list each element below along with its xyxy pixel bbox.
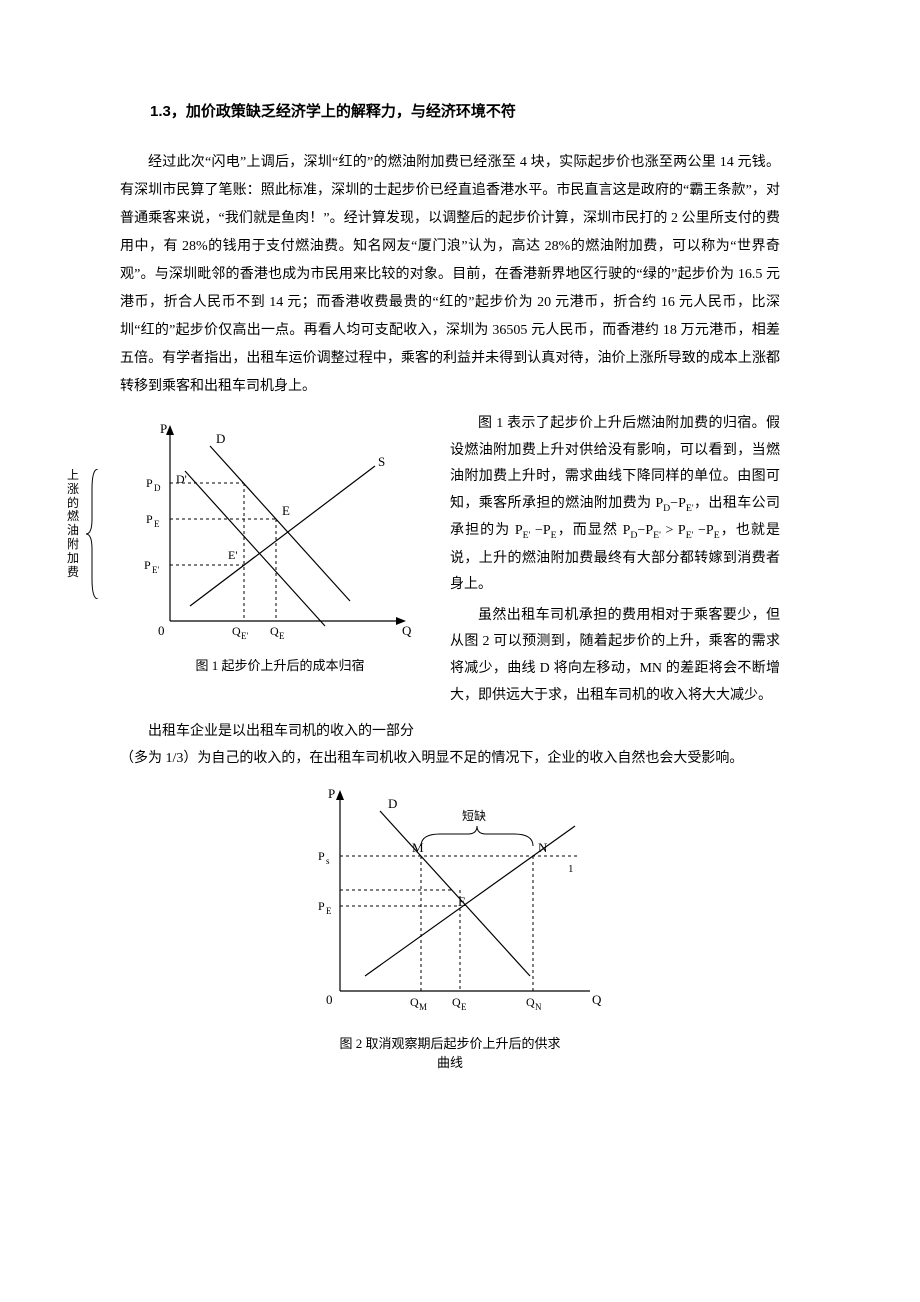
axis-origin: 0 (158, 623, 165, 638)
d2-label: D (388, 796, 397, 811)
side-para-1: 图 1 表示了起步价上升后燃油附加费的归宿。假设燃油附加费上升对供给没有影响，可… (450, 411, 780, 599)
after-chart-para: （多为 1/3）为自己的收入的，在出租车司机收入明显不足的情况下，企业的收入自然… (120, 746, 780, 773)
m-label: M (412, 840, 424, 855)
chart2-caption-l2: 曲线 (437, 1055, 463, 1070)
chart1-column: 上涨的燃油附加费 P Q 0 D S E E' D' (120, 411, 440, 674)
chart2-caption: 图 2 取消观察期后起步价上升后的供求 曲线 (280, 1035, 620, 1071)
svg-text:E: E (279, 631, 285, 641)
axis2-p: P (328, 786, 335, 801)
e2-label: E (458, 894, 466, 909)
d-label: D (216, 431, 225, 446)
side-para-2: 虽然出租车司机承担的费用相对于乘客要少，但从图 2 可以预测到，随着起步价的上升… (450, 603, 780, 709)
svg-text:1: 1 (568, 863, 574, 875)
svg-text:P: P (318, 899, 325, 913)
chart2-wrap: P Q 0 D E M N 1 短缺 Ps PE (120, 776, 780, 1071)
svg-text:P: P (146, 476, 153, 490)
n-label: N (538, 840, 548, 855)
chart2-caption-l1: 图 2 取消观察期后起步价上升后的供求 (339, 1036, 560, 1051)
svg-text:E: E (154, 519, 160, 529)
vlabel-text: 上涨的燃油附加费 (66, 469, 80, 579)
dprime-label: D' (176, 472, 187, 486)
axis2-origin: 0 (326, 992, 333, 1007)
svg-text:N: N (535, 1002, 542, 1012)
eprime-label: E' (228, 548, 238, 562)
after-chart-lead: 出租车企业是以出租车司机的收入的一部分 (120, 719, 780, 746)
after-chart-block: 出租车企业是以出租车司机的收入的一部分 （多为 1/3）为自己的收入的，在出租车… (120, 719, 780, 772)
axis-p-label: P (160, 421, 167, 436)
axis2-q: Q (592, 992, 602, 1007)
svg-text:Q: Q (452, 995, 461, 1009)
chart1-row: 上涨的燃油附加费 P Q 0 D S E E' D' (120, 411, 780, 713)
chart1-caption: 图 1 起步价上升后的成本归宿 (120, 655, 440, 674)
svg-text:Q: Q (232, 624, 241, 638)
svg-text:P: P (144, 558, 151, 572)
svg-text:Q: Q (270, 624, 279, 638)
main-paragraph: 经过此次“闪电”上调后，深圳“红的”的燃油附加费已经涨至 4 块，实际起步价也涨… (120, 149, 780, 401)
svg-text:s: s (326, 856, 330, 866)
e-label: E (282, 503, 290, 518)
svg-text:P: P (318, 849, 325, 863)
svg-text:Q: Q (410, 995, 419, 1009)
brace-icon (86, 469, 102, 599)
chart2-svg: P Q 0 D E M N 1 短缺 Ps PE (280, 776, 620, 1026)
svg-text:E': E' (241, 631, 248, 641)
svg-text:E: E (461, 1002, 467, 1012)
section-heading: 1.3，加价政策缺乏经济学上的解释力，与经济环境不符 (120, 100, 780, 121)
axis-q-label: Q (402, 623, 412, 638)
svg-text:E: E (326, 906, 332, 916)
chart1-svg: P Q 0 D S E E' D' PD PE (120, 411, 420, 651)
svg-text:M: M (419, 1002, 427, 1012)
side-text-block: 图 1 表示了起步价上升后燃油附加费的归宿。假设燃油附加费上升对供给没有影响，可… (440, 411, 780, 713)
svg-text:P: P (146, 512, 153, 526)
svg-text:D: D (154, 483, 161, 493)
shortage-label: 短缺 (462, 808, 486, 823)
chart1-vertical-label: 上涨的燃油附加费 (86, 469, 102, 603)
s-label: S (378, 454, 385, 469)
svg-text:E': E' (152, 565, 159, 575)
svg-text:Q: Q (526, 995, 535, 1009)
